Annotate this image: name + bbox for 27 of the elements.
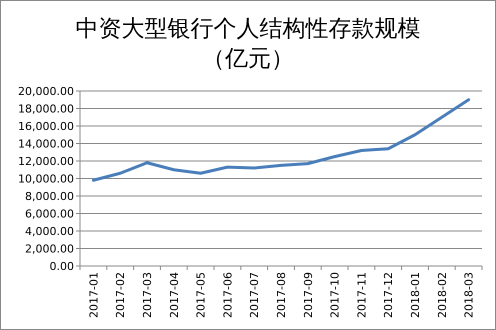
x-tick-label: 2018-03 xyxy=(462,272,476,318)
x-tick-label: 2017-09 xyxy=(302,272,315,318)
y-tick-label: 4,000.00 xyxy=(25,225,74,238)
x-tick-label: 2017-12 xyxy=(382,272,396,318)
y-tick-label: 16,000.00 xyxy=(18,120,74,133)
y-tick-label: 8,000.00 xyxy=(25,190,74,203)
title: 中资大型银行个人结构性存款规模（亿元） xyxy=(76,16,420,72)
x-tick-label: 2017-07 xyxy=(248,272,262,318)
x-tick-label: 2017-08 xyxy=(275,272,288,318)
y-tick-label: 14,000.00 xyxy=(18,138,74,150)
y-tick-label: 0.00 xyxy=(50,260,74,273)
x-tick-label: 2017-04 xyxy=(168,272,181,318)
y-tick-label: 2,000.00 xyxy=(25,242,74,256)
y-tick-label: 20,000.00 xyxy=(18,85,74,98)
x-tick-label: 2017-01 xyxy=(87,272,100,318)
x-tick-label: 2018-02 xyxy=(436,272,449,318)
x-tick-label: 2017-11 xyxy=(355,272,368,318)
y-tick-label: 12,000.00 xyxy=(18,155,74,168)
y-tick-label: 18,000.00 xyxy=(18,102,74,116)
x-tick-label: 2017-06 xyxy=(221,272,234,318)
y-tick-label: 6,000.00 xyxy=(25,208,74,220)
y-tick-label: 10,000.00 xyxy=(18,172,74,186)
x-tick-label: 2017-02 xyxy=(114,272,128,318)
x-tick-label: 2017-03 xyxy=(141,272,154,318)
x-tick-label: 2018-01 xyxy=(409,272,422,318)
x-tick-label: 2017-05 xyxy=(194,272,208,318)
x-tick-label: 2017-10 xyxy=(328,272,342,318)
